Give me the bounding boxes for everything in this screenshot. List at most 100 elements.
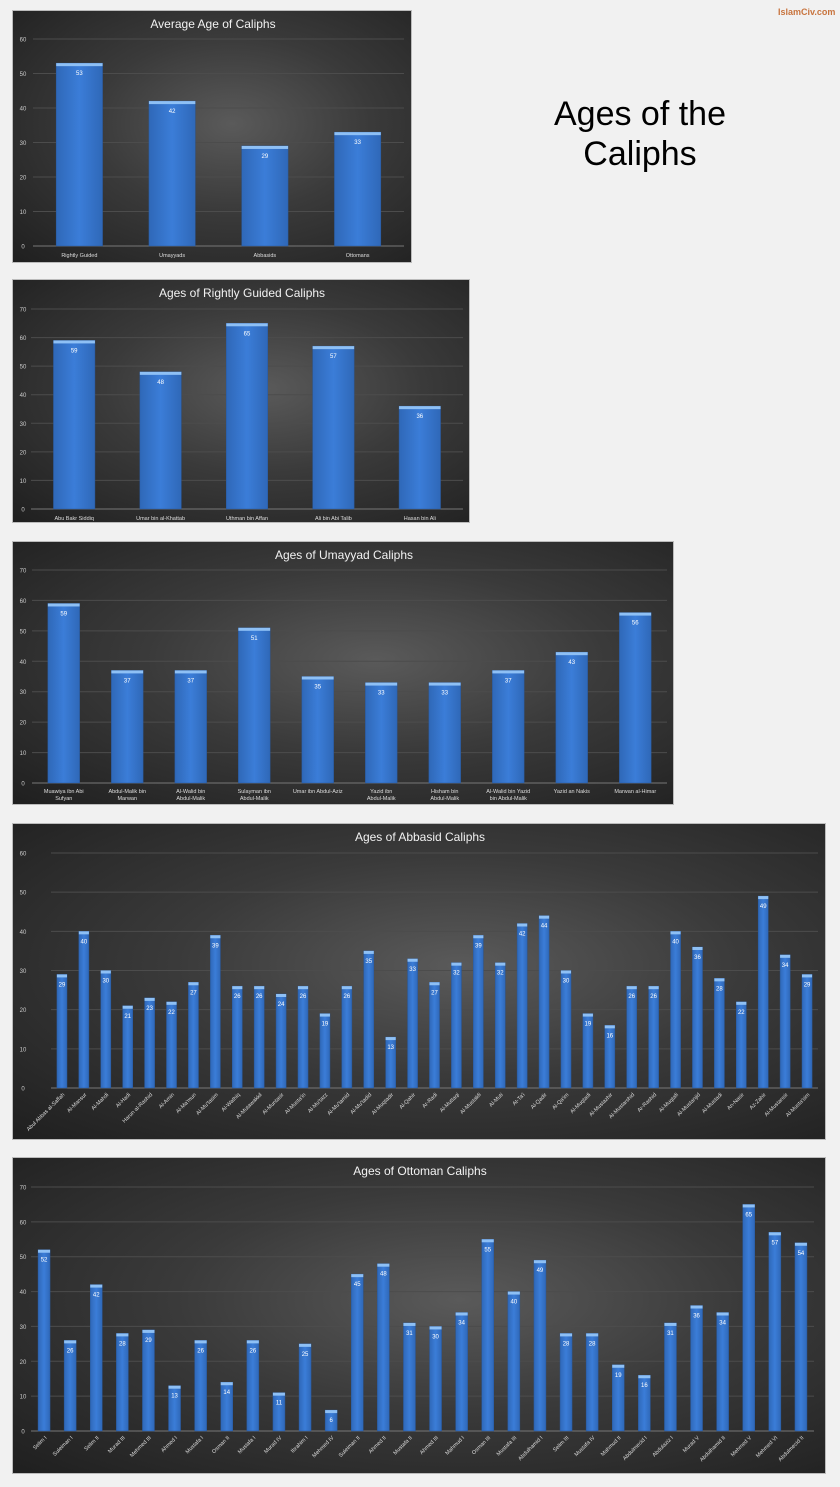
bar-chart: Ages of Rightly Guided Caliphs 0 10 20 30 40 5… xyxy=(20,286,463,522)
x-tick-label: Osman III xyxy=(471,1435,492,1456)
bar-cap xyxy=(692,947,703,950)
x-tick-label: Al-Amin xyxy=(158,1092,176,1110)
data-label: 26 xyxy=(628,994,635,1000)
bar-chart: Average Age of Caliphs 0 10 20 30 40 50 60 53 Rig… xyxy=(20,17,404,259)
data-label: 65 xyxy=(745,1212,752,1218)
y-tick-label: 20 xyxy=(20,721,27,727)
x-tick-label: Ahmed I xyxy=(160,1435,179,1454)
bar xyxy=(428,682,461,784)
data-label: 26 xyxy=(256,994,263,1000)
x-tick-label: Al-Mu'tadid xyxy=(350,1092,374,1116)
y-tick-label: 0 xyxy=(21,1430,25,1436)
bar-cap xyxy=(116,1333,129,1337)
bar-cap xyxy=(385,1037,396,1041)
bar xyxy=(692,946,703,1089)
bar xyxy=(455,1312,468,1432)
data-label: 26 xyxy=(67,1348,74,1354)
y-tick-label: 60 xyxy=(20,38,27,44)
bar-cap xyxy=(341,986,352,990)
data-label: 24 xyxy=(278,1002,285,1008)
bar xyxy=(538,915,550,1089)
bar xyxy=(403,1322,416,1432)
bar xyxy=(801,974,813,1089)
bar-cap xyxy=(299,1343,312,1347)
y-tick-label: 0 xyxy=(21,1087,25,1093)
y-tick-label: 10 xyxy=(20,1395,27,1401)
bar xyxy=(582,1013,594,1089)
bar xyxy=(334,131,382,247)
bar-cap xyxy=(78,931,89,935)
bar-cap xyxy=(626,986,637,990)
data-label: 6 xyxy=(329,1418,333,1424)
y-tick-label: 30 xyxy=(20,690,27,696)
x-tick-label: Osman II xyxy=(211,1435,231,1455)
data-label: 37 xyxy=(505,678,512,684)
data-label: 19 xyxy=(615,1373,622,1379)
data-label: 29 xyxy=(59,982,66,988)
data-label: 36 xyxy=(693,1314,700,1320)
data-label: 37 xyxy=(187,678,194,684)
bar-cap xyxy=(742,1204,755,1208)
bar-cap xyxy=(758,896,769,900)
data-label: 48 xyxy=(380,1272,387,1278)
bar xyxy=(312,345,355,510)
data-label: 13 xyxy=(387,1045,394,1051)
y-tick-label: 70 xyxy=(20,569,27,575)
bar xyxy=(492,670,525,784)
data-label: 42 xyxy=(169,109,176,115)
x-tick-label: Abdulhamid II xyxy=(699,1435,727,1463)
x-tick-label: Abu Bakr Siddiq xyxy=(54,516,93,522)
bar xyxy=(111,670,144,784)
bar-cap xyxy=(297,986,309,990)
x-tick-label: Abdulmecid I xyxy=(622,1435,649,1462)
bar-cap xyxy=(226,323,268,327)
bar-cap xyxy=(90,1284,103,1288)
bar-cap xyxy=(714,978,725,982)
y-tick-label: 0 xyxy=(21,782,25,788)
y-tick-label: 60 xyxy=(20,1220,27,1226)
y-tick-label: 50 xyxy=(20,1255,27,1261)
data-label: 31 xyxy=(667,1331,674,1337)
y-tick-label: 70 xyxy=(20,1186,27,1192)
bar-cap xyxy=(794,1242,807,1246)
x-tick-label: Mustafa I xyxy=(237,1435,258,1456)
bar-chart: Ages of Umayyad Caliphs 0 10 20 30 40 50 60 70 59… xyxy=(20,548,667,802)
x-tick-label: Ar-Radi xyxy=(421,1092,438,1109)
y-tick-label: 60 xyxy=(20,599,27,605)
bar-cap xyxy=(399,406,441,410)
bar xyxy=(231,985,243,1089)
bar-cap xyxy=(139,371,182,375)
bar-cap xyxy=(47,603,80,607)
data-label: 34 xyxy=(782,963,789,969)
bar-cap xyxy=(144,997,155,1001)
bar-cap xyxy=(272,1392,285,1396)
bar xyxy=(429,1326,442,1432)
data-label: 32 xyxy=(453,971,460,977)
chart-panel: Ages of Rightly Guided Caliphs 0 10 20 30 40 5… xyxy=(12,279,470,523)
bar-cap xyxy=(560,970,572,974)
data-label: 39 xyxy=(475,943,482,949)
y-tick-label: 50 xyxy=(20,629,27,635)
x-tick-label: Hisham bin Abdul-Malik xyxy=(430,789,459,802)
bar-cap xyxy=(492,670,525,674)
data-label: 35 xyxy=(365,959,372,965)
y-tick-label: 0 xyxy=(21,245,25,251)
bar-cap xyxy=(301,676,334,680)
data-label: 56 xyxy=(632,621,639,627)
x-tick-label: Uthman bin Affan xyxy=(226,516,268,522)
bar-cap xyxy=(638,1375,651,1379)
y-tick-label: 20 xyxy=(20,176,27,182)
data-label: 26 xyxy=(250,1348,257,1354)
data-label: 40 xyxy=(511,1300,518,1306)
chart-panel: Ages of Umayyad Caliphs 0 10 20 30 40 50 60 70 59… xyxy=(12,541,674,805)
bar-cap xyxy=(429,1326,442,1330)
data-label: 30 xyxy=(432,1334,439,1340)
bar xyxy=(319,1013,331,1089)
bar-cap xyxy=(241,145,289,149)
x-tick-label: Al-Mu'tazz xyxy=(307,1092,329,1114)
bar xyxy=(714,978,725,1089)
bar-cap xyxy=(188,982,199,986)
data-label: 49 xyxy=(537,1268,544,1274)
data-label: 29 xyxy=(145,1338,152,1344)
bar-cap xyxy=(582,1013,593,1017)
